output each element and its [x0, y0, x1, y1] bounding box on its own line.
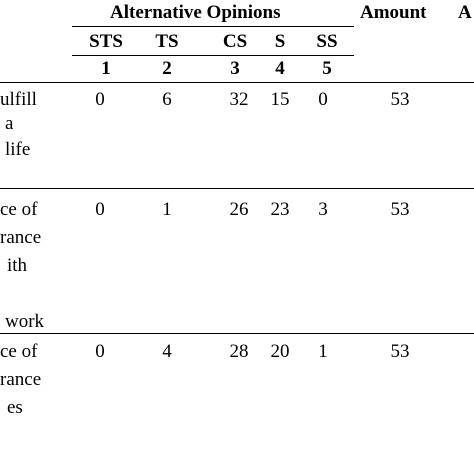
code-header-ts: TS: [155, 31, 179, 52]
amount-header: Amount: [360, 2, 427, 23]
row-2-label-line-1: ce of: [0, 199, 38, 220]
row-1-value-ss: 0: [318, 89, 328, 110]
row-1-amount: 53: [390, 89, 410, 110]
scale-5: 5: [322, 58, 332, 79]
row-2-label-line-2: rance: [0, 227, 42, 248]
row-2-value-s: 23: [270, 199, 290, 220]
scale-3: 3: [230, 58, 240, 79]
code-header-sts: STS: [89, 31, 123, 52]
scale-4: 4: [275, 58, 285, 79]
code-header-s: S: [274, 31, 286, 52]
row-1-bottom-rule: [0, 188, 474, 189]
row-3-value-ts: 4: [162, 341, 172, 362]
row-1-label-line-3: life: [5, 139, 31, 160]
row-2-value-sts: 0: [95, 199, 105, 220]
row-1-value-ts: 6: [162, 89, 172, 110]
row-2-value-ts: 1: [162, 199, 172, 220]
row-3-label-line-3: es: [7, 397, 23, 418]
row-2-amount: 53: [390, 199, 410, 220]
row-2-value-cs: 26: [229, 199, 249, 220]
next-column-header-partial: A: [458, 2, 472, 23]
row-2-bottom-rule: [0, 333, 474, 334]
scale-1: 1: [101, 58, 111, 79]
row-2-label-line-3: ith: [7, 255, 28, 276]
scale-2: 2: [162, 58, 172, 79]
code-header-ss: SS: [316, 31, 338, 52]
header-bottom-rule: [0, 82, 474, 83]
row-3-value-sts: 0: [95, 341, 105, 362]
row-3-label-line-1: ce of: [0, 341, 38, 362]
row-1-label-line-2: a: [5, 113, 14, 134]
row-2-label-line-5: work: [5, 311, 45, 332]
group-underline: [72, 26, 354, 27]
row-1-value-sts: 0: [95, 89, 105, 110]
row-1-label-line-1: ulfill: [0, 89, 37, 110]
row-1-value-cs: 32: [229, 89, 249, 110]
row-2-value-ss: 3: [318, 199, 328, 220]
codes-underline: [72, 55, 354, 56]
row-3-amount: 53: [390, 341, 410, 362]
row-3-value-s: 20: [270, 341, 290, 362]
group-title: Alternative Opinions: [110, 2, 281, 23]
code-header-cs: CS: [222, 31, 248, 52]
row-3-value-ss: 1: [318, 341, 328, 362]
row-3-label-line-2: rance: [0, 369, 42, 390]
row-1-value-s: 15: [270, 89, 290, 110]
row-3-value-cs: 28: [229, 341, 249, 362]
